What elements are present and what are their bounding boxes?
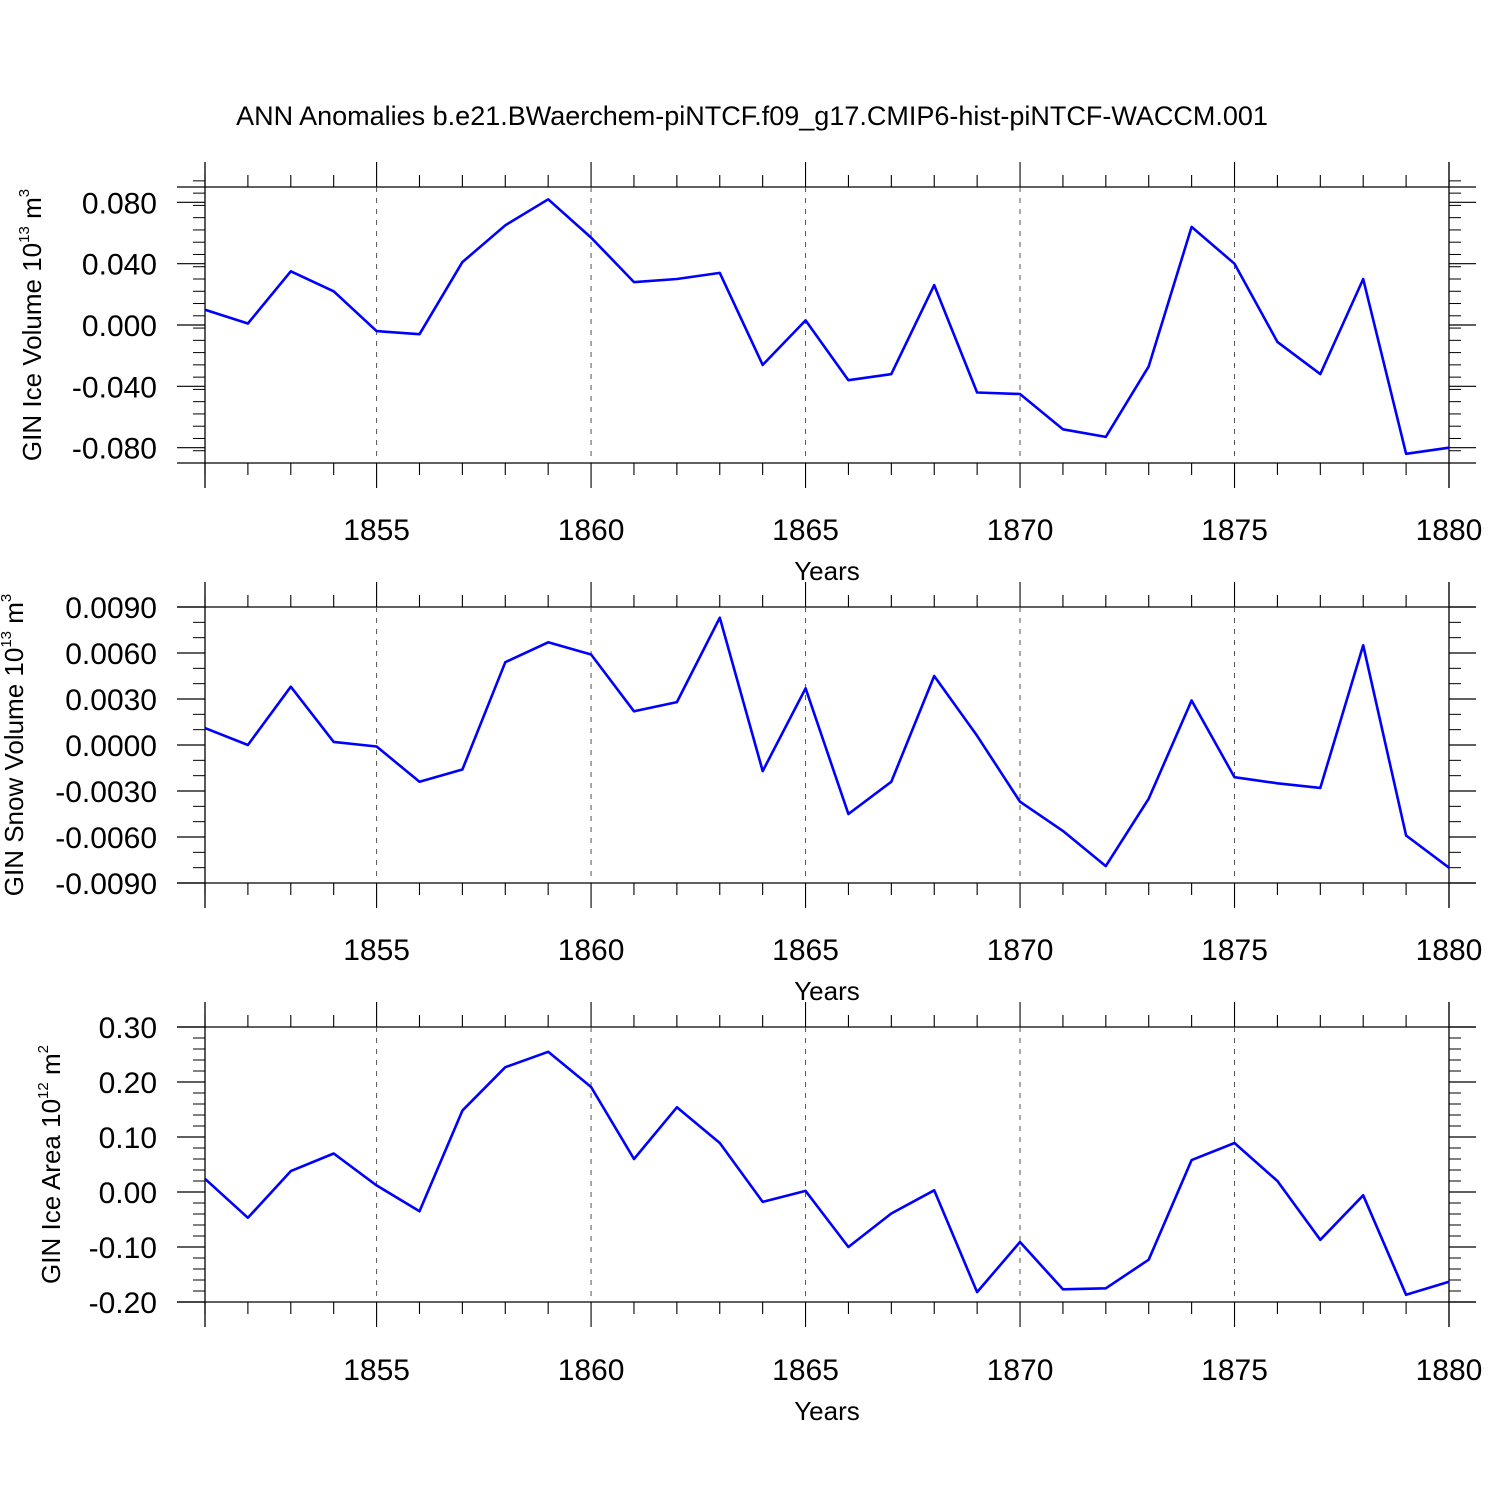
x-tick-label: 1860 xyxy=(558,514,625,547)
x-tick-label: 1875 xyxy=(1201,1354,1268,1387)
x-axis-title: Years xyxy=(794,976,860,1006)
x-tick-label: 1870 xyxy=(987,514,1054,547)
x-tick-label: 1865 xyxy=(772,514,839,547)
x-tick-label: 1860 xyxy=(558,1354,625,1387)
x-tick-label: 1860 xyxy=(558,934,625,967)
y-tick-label: 0.0000 xyxy=(65,730,157,763)
x-tick-label: 1855 xyxy=(343,514,410,547)
panel-2: -0.0090 -0.0060 -0.0030 0.0000 0.0030 0.0060 0… xyxy=(0,582,1482,1006)
y-tick-label: -0.0030 xyxy=(55,776,157,809)
y-tick-label: 0.10 xyxy=(99,1122,157,1155)
x-tick-label: 1865 xyxy=(772,1354,839,1387)
y-tick-label: 0.000 xyxy=(82,310,157,343)
series-line xyxy=(204,198,1450,456)
y-axis-title: GIN Ice Area 1012 m2 xyxy=(35,1045,66,1284)
y-tick-label: 0.080 xyxy=(82,187,157,220)
y-tick-label: -0.040 xyxy=(72,371,157,404)
series-line xyxy=(204,1050,1450,1297)
x-tick-label: 1855 xyxy=(343,934,410,967)
x-tick-label: 1880 xyxy=(1416,514,1483,547)
y-tick-label: 0.0090 xyxy=(65,592,157,625)
y-tick-label: 0.00 xyxy=(99,1177,157,1210)
y-axis-title: GIN Snow Volume 1013 m3 xyxy=(0,594,29,897)
panel-3: -0.20 -0.10 0.00 0.10 0.20 0.30 1855 1860 1865 18… xyxy=(35,1002,1482,1426)
y-tick-label: -0.10 xyxy=(89,1232,157,1265)
x-tick-label: 1855 xyxy=(343,1354,410,1387)
panels: -0.080 -0.040 0.000 0.040 0.080 1855 1860 1865 1… xyxy=(0,162,1482,1426)
y-tick-label: 0.0060 xyxy=(65,638,157,671)
x-axis-title: Years xyxy=(794,1396,860,1426)
y-tick-label: 0.040 xyxy=(82,249,157,282)
y-axis-title: GIN Ice Volume 1013 m3 xyxy=(16,189,47,461)
x-tick-label: 1875 xyxy=(1201,934,1268,967)
y-tick-label: -0.0090 xyxy=(55,868,157,901)
x-tick-label: 1875 xyxy=(1201,514,1268,547)
x-tick-label: 1880 xyxy=(1416,934,1483,967)
y-tick-label: 0.0030 xyxy=(65,684,157,717)
chart-title: ANN Anomalies b.e21.BWaerchem-piNTCF.f09… xyxy=(236,101,1268,131)
y-tick-label: -0.20 xyxy=(89,1287,157,1320)
x-tick-label: 1870 xyxy=(987,934,1054,967)
y-tick-label: 0.30 xyxy=(99,1012,157,1045)
x-tick-label: 1880 xyxy=(1416,1354,1483,1387)
panel-1: -0.080 -0.040 0.000 0.040 0.080 1855 1860 1865 1… xyxy=(16,162,1482,586)
x-axis-title: Years xyxy=(794,556,860,586)
y-tick-label: -0.0060 xyxy=(55,822,157,855)
x-tick-label: 1865 xyxy=(772,934,839,967)
series-line xyxy=(204,616,1450,869)
y-tick-label: 0.20 xyxy=(99,1067,157,1100)
y-tick-label: -0.080 xyxy=(72,433,157,466)
x-tick-label: 1870 xyxy=(987,1354,1054,1387)
